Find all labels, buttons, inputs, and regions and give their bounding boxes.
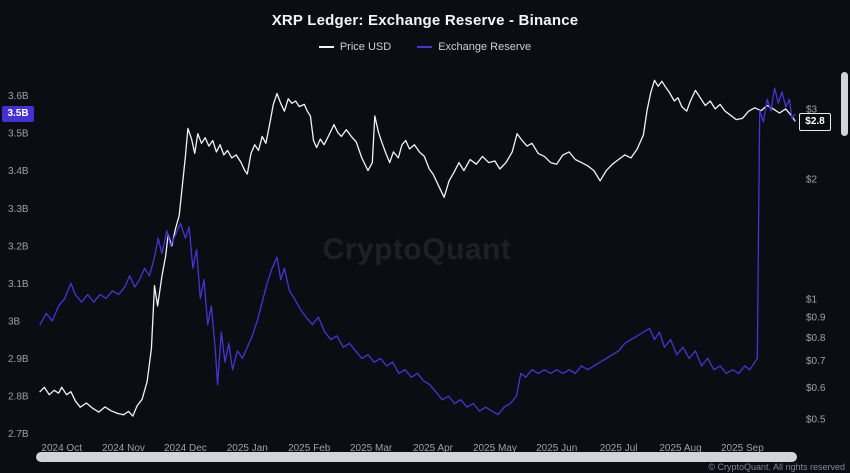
x-axis-tick-label: 2024 Oct — [41, 443, 82, 454]
legend-label-price-usd: Price USD — [339, 41, 392, 53]
x-axis-tick-label: 2025 Jul — [600, 443, 638, 454]
series-line-exchange-reserve — [39, 87, 796, 416]
left-axis-tick-label: 3.6B — [8, 91, 29, 102]
x-axis-tick-label: 2025 Mar — [350, 443, 393, 454]
price-line-marker-icon — [318, 46, 334, 48]
right-axis-tick-label: $0.5 — [806, 414, 826, 425]
left-axis-tick-label: 2.8B — [8, 392, 29, 403]
left-axis-tick-label: 2.9B — [8, 354, 29, 365]
legend-item-price-usd[interactable]: Price USD — [318, 41, 392, 53]
x-axis-tick-label: 2025 Jan — [227, 443, 268, 454]
left-axis-tick-label: 3.1B — [8, 279, 29, 290]
x-axis-tick-label: 2024 Dec — [164, 443, 207, 454]
cryptoquant-watermark: CryptoQuant — [322, 233, 512, 266]
left-axis-tick-label: 3.3B — [8, 204, 29, 215]
vertical-scrollbar-thumb[interactable] — [841, 72, 848, 136]
x-axis-tick-label: 2025 Sep — [721, 443, 764, 454]
right-axis-tick-label: $2 — [806, 175, 818, 186]
legend-item-exchange-reserve[interactable]: Exchange Reserve — [417, 41, 531, 53]
right-axis-tick-label: $0.8 — [806, 333, 826, 344]
right-axis-tick-label: $0.7 — [806, 356, 826, 367]
right-axis-tick-label: $0.6 — [806, 383, 826, 394]
chart-title: XRP Ledger: Exchange Reserve - Binance — [271, 12, 579, 29]
reserve-line-marker-icon — [417, 46, 433, 48]
copyright-text: © CryptoQuant. All rights reserved — [708, 462, 845, 472]
x-axis-tick-label: 2025 Apr — [413, 443, 454, 454]
left-axis-tick-label: 3.4B — [8, 166, 29, 177]
x-axis-tick-label: 2025 Jun — [536, 443, 577, 454]
x-axis-tick-label: 2025 Aug — [659, 443, 701, 454]
price-last-value-badge: $2.8 — [799, 113, 831, 131]
x-axis-tick-label: 2025 May — [473, 443, 517, 454]
right-axis-tick-label: $1 — [806, 295, 818, 306]
left-axis-tick-label: 3.5B — [8, 129, 29, 140]
x-axis-tick-label: 2024 Nov — [102, 443, 145, 454]
right-axis-tick-label: $0.9 — [806, 313, 826, 324]
left-axis-tick-label: 3.2B — [8, 241, 29, 252]
left-axis-tick-label: 2.7B — [8, 429, 29, 440]
series-line-price-usd — [39, 79, 796, 417]
right-axis-tick-label: $3 — [806, 104, 818, 115]
left-axis-tick-label: 3B — [8, 316, 21, 327]
horizontal-scrollbar-thumb[interactable] — [36, 452, 797, 462]
x-axis-tick-label: 2025 Feb — [288, 443, 331, 454]
reserve-last-value-badge: 3.5B — [2, 106, 34, 122]
legend: Price USD Exchange Reserve — [0, 41, 850, 53]
legend-label-exchange-reserve: Exchange Reserve — [438, 41, 532, 53]
